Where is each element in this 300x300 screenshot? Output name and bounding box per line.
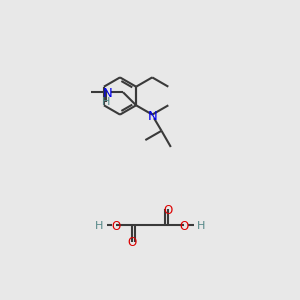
Text: N: N — [147, 110, 157, 123]
Text: O: O — [180, 220, 189, 233]
Text: O: O — [128, 236, 136, 250]
Text: H: H — [197, 221, 205, 231]
Text: O: O — [164, 203, 172, 217]
Text: H: H — [95, 221, 103, 231]
Text: H: H — [102, 97, 110, 107]
Text: N: N — [102, 87, 112, 100]
Text: O: O — [111, 220, 120, 233]
